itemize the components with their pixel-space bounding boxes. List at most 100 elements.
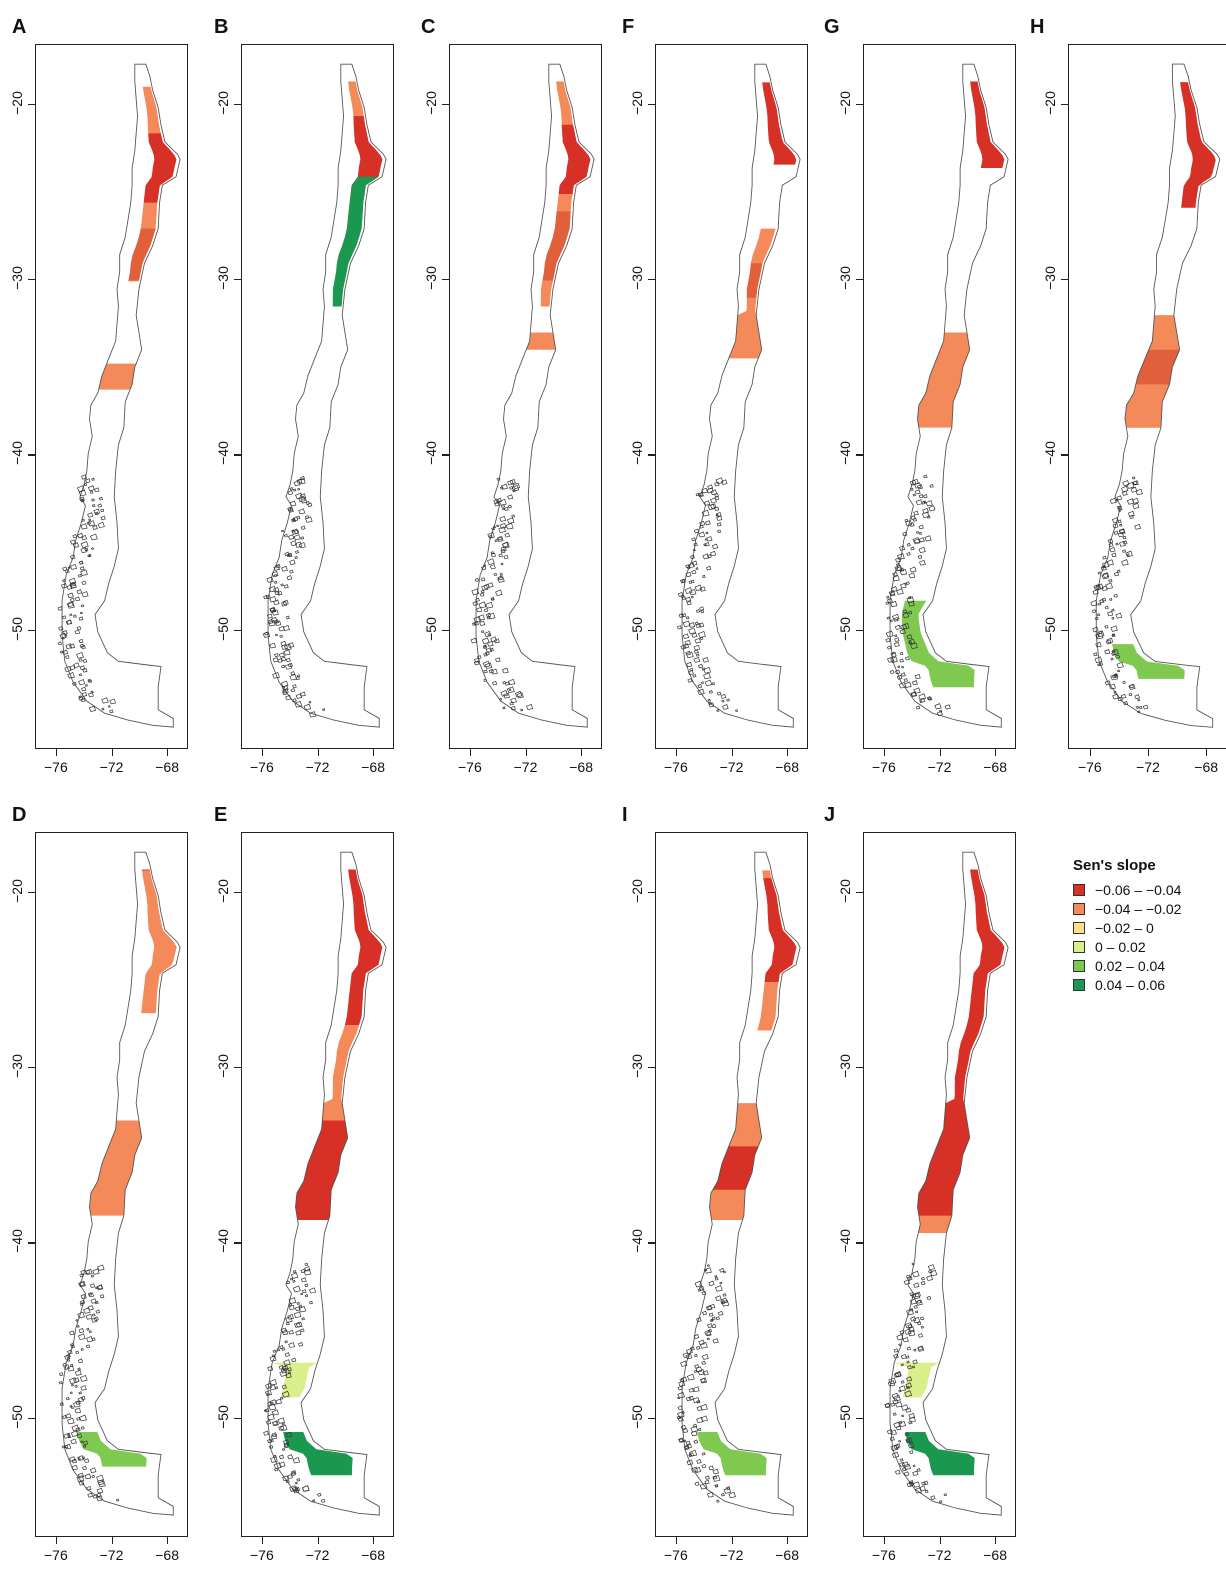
legend-label: −0.02 – 0 xyxy=(1095,919,1154,936)
archipelago-coastline xyxy=(884,1262,947,1504)
x-tick-mark xyxy=(787,749,789,756)
y-tick-label: −20 xyxy=(1041,90,1058,115)
y-tick-label: −40 xyxy=(214,441,231,466)
x-tick-label: −76 xyxy=(249,1547,274,1563)
y-tick-label: −30 xyxy=(836,266,853,290)
y-tick-mark xyxy=(856,1242,863,1244)
y-tick-label: −40 xyxy=(8,441,25,466)
x-tick-mark xyxy=(675,1537,678,1544)
map-panel-j xyxy=(863,832,1016,1537)
trend-patch xyxy=(894,1362,940,1398)
x-tick-label: −72 xyxy=(305,1547,330,1563)
y-tick-mark xyxy=(28,891,35,893)
x-tick-label: −72 xyxy=(305,759,330,775)
x-tick-mark xyxy=(55,1537,58,1544)
x-tick-label: −72 xyxy=(719,1547,744,1563)
chile-outline xyxy=(1095,63,1221,728)
y-tick-mark xyxy=(856,891,863,893)
x-tick-label: −68 xyxy=(155,1547,179,1563)
x-tick-mark xyxy=(1206,749,1208,756)
y-tick-label: −40 xyxy=(628,441,645,466)
archipelago-coastline xyxy=(885,474,951,716)
map-panel-f xyxy=(655,44,808,749)
map-panel-e xyxy=(241,832,394,1537)
y-tick-label: −30 xyxy=(1041,266,1058,290)
y-tick-label: −30 xyxy=(8,266,25,290)
y-tick-label: −50 xyxy=(836,1404,853,1429)
y-tick-mark xyxy=(648,1417,655,1419)
y-tick-label: −30 xyxy=(8,1054,25,1078)
archipelago-coastline xyxy=(470,477,534,712)
y-tick-label: −50 xyxy=(8,616,25,641)
x-tick-label: −68 xyxy=(983,759,1007,775)
x-tick-mark xyxy=(731,1537,733,1544)
x-tick-label: −76 xyxy=(43,759,68,775)
panel-label-b: B xyxy=(214,16,229,38)
y-tick-mark xyxy=(28,1417,35,1419)
map-panel-i xyxy=(655,832,808,1537)
archipelago-coastline xyxy=(1090,476,1149,714)
y-tick-label: −50 xyxy=(628,1404,645,1429)
legend-title: Sen's slope xyxy=(1073,857,1156,874)
legend-swatch xyxy=(1073,978,1085,991)
x-tick-label: −76 xyxy=(457,759,482,775)
x-tick-label: −72 xyxy=(719,759,744,775)
y-tick-label: −40 xyxy=(836,441,853,466)
x-tick-label: −68 xyxy=(155,759,179,775)
y-tick-mark xyxy=(648,1242,655,1244)
trend-patch xyxy=(526,332,556,350)
trend-patch xyxy=(283,1432,353,1476)
panel-label-e: E xyxy=(214,804,228,826)
x-tick-mark xyxy=(111,749,113,756)
trend-patch xyxy=(918,1215,952,1233)
x-tick-mark xyxy=(731,749,733,756)
y-tick-label: −20 xyxy=(836,90,853,115)
y-tick-label: −30 xyxy=(836,1054,853,1078)
y-tick-label: −50 xyxy=(422,616,439,641)
chile-outline xyxy=(475,63,595,728)
y-tick-mark xyxy=(442,629,449,631)
y-tick-label: −30 xyxy=(628,1054,645,1078)
y-tick-mark xyxy=(442,454,449,456)
x-tick-mark xyxy=(581,749,583,756)
chile-outline xyxy=(889,851,1009,1516)
y-tick-label: −20 xyxy=(628,90,645,115)
y-tick-label: −30 xyxy=(214,1054,231,1078)
x-tick-label: −76 xyxy=(249,759,274,775)
legend-item: −0.04 – −0.02 xyxy=(1073,899,1181,918)
legend-rows: −0.06 – −0.04 −0.04 – −0.02 −0.02 – 0 0 – 0… xyxy=(1073,880,1181,994)
y-tick-mark xyxy=(442,103,449,105)
y-tick-mark xyxy=(648,279,655,281)
x-tick-mark xyxy=(469,749,472,756)
x-tick-label: −72 xyxy=(513,759,538,775)
x-tick-mark xyxy=(1148,749,1150,756)
y-tick-label: −50 xyxy=(628,616,645,641)
y-tick-label: −20 xyxy=(836,878,853,903)
map-svg xyxy=(884,851,1009,1516)
y-tick-label: −30 xyxy=(214,266,231,290)
y-tick-mark xyxy=(648,103,655,105)
y-tick-label: −20 xyxy=(214,90,231,115)
y-tick-label: −50 xyxy=(836,616,853,641)
trend-patch xyxy=(77,1432,147,1467)
x-tick-label: −72 xyxy=(99,759,124,775)
y-tick-mark xyxy=(856,454,863,456)
panel-label-g: G xyxy=(824,16,840,38)
y-tick-mark xyxy=(234,1067,241,1069)
panel-label-f: F xyxy=(622,16,635,38)
map-panel-c xyxy=(449,44,602,749)
trend-patch xyxy=(143,133,177,203)
y-tick-label: −40 xyxy=(836,1229,853,1254)
y-tick-mark xyxy=(234,103,241,105)
map-svg xyxy=(885,63,1009,728)
y-tick-mark xyxy=(856,279,863,281)
y-tick-mark xyxy=(648,1067,655,1069)
map-svg xyxy=(470,63,595,728)
map-panel-a xyxy=(35,44,188,749)
y-tick-mark xyxy=(648,891,655,893)
trend-patch xyxy=(1112,644,1185,679)
trend-patch xyxy=(917,332,970,428)
map-panel-h xyxy=(1068,44,1226,749)
trend-patch xyxy=(98,363,137,390)
trend-patch xyxy=(697,1432,767,1476)
